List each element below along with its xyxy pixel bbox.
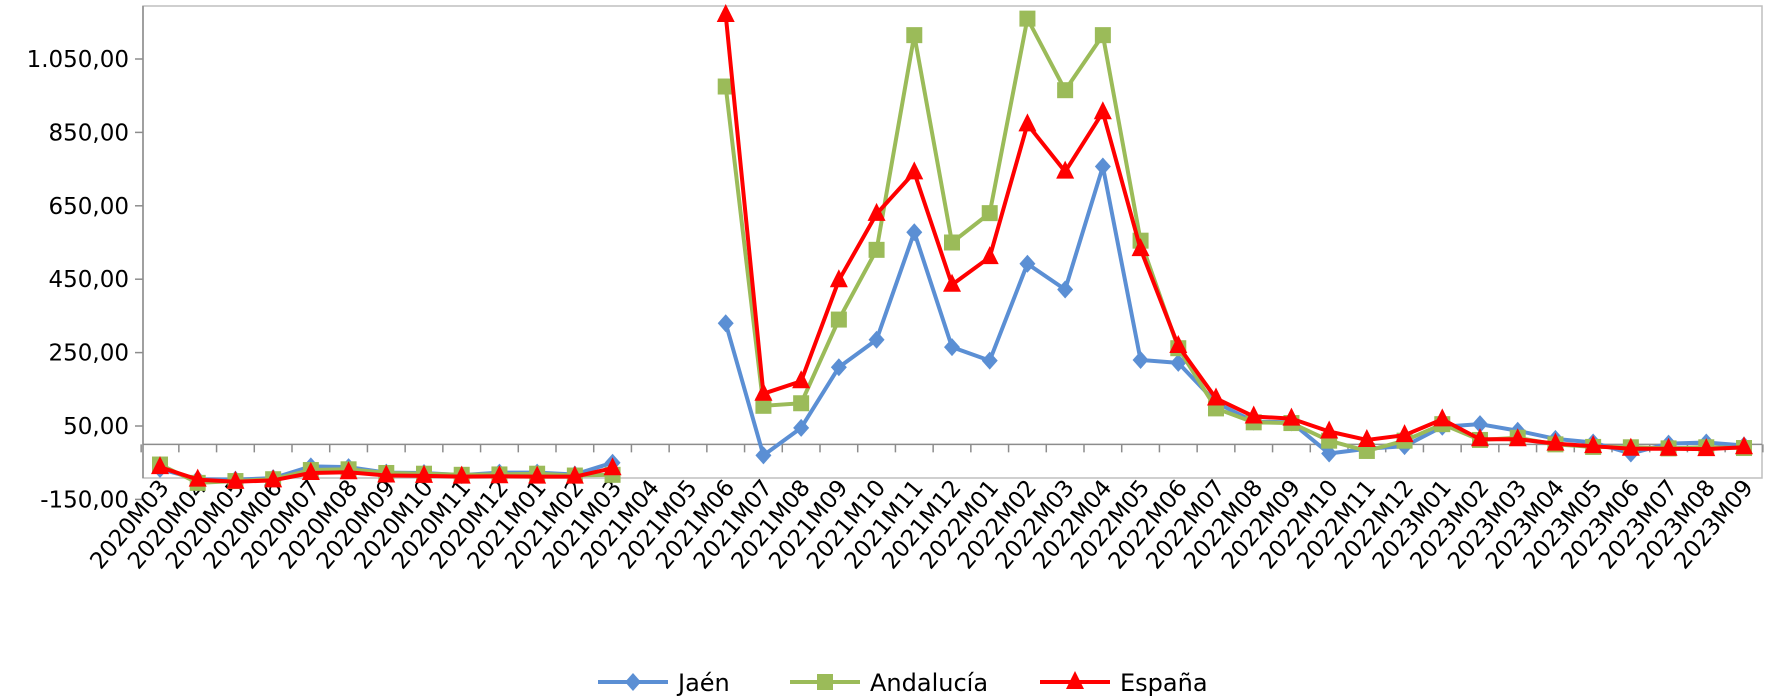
data-point: [528, 465, 547, 484]
legend-label: España: [1120, 669, 1208, 697]
data-point: [981, 205, 998, 222]
series-line: [723, 164, 1745, 458]
data-point: [188, 468, 207, 487]
data-point: [1244, 405, 1263, 424]
data-point: [603, 457, 622, 476]
data-point: [868, 241, 885, 258]
data-point: [1019, 10, 1036, 27]
data-point: [1094, 27, 1111, 44]
data-point: [1132, 350, 1149, 369]
data-point: [793, 418, 810, 437]
data-point: [1395, 424, 1414, 443]
data-point: [830, 311, 847, 328]
data-point: [1093, 101, 1112, 120]
data-point: [944, 338, 960, 357]
series-andalucía: [152, 10, 1752, 491]
data-point: [301, 461, 320, 480]
data-point: [1057, 280, 1074, 299]
series-line: [723, 16, 1745, 453]
data-point: [1735, 436, 1753, 455]
y-tick-label: 1.050,00: [27, 47, 129, 73]
data-point: [981, 351, 998, 370]
data-point: [1621, 437, 1640, 456]
plot-area: [142, 5, 1763, 479]
data-point: [339, 461, 358, 480]
legend-label: Andalucía: [870, 669, 988, 697]
data-point: [1697, 438, 1716, 457]
data-point: [1170, 353, 1187, 372]
data-point: [490, 465, 509, 484]
data-point: [829, 269, 848, 288]
data-point: [754, 382, 773, 401]
data-point: [565, 465, 584, 484]
data-point: [1659, 437, 1678, 456]
data-point: [151, 456, 169, 475]
data-point: [1471, 428, 1489, 447]
series-layer: [151, 3, 1753, 491]
data-point: [1056, 160, 1075, 179]
data-point: [906, 27, 923, 44]
data-point: [264, 469, 283, 488]
legend-marker: [817, 674, 833, 690]
data-point: [716, 3, 735, 22]
data-point: [1282, 407, 1301, 426]
series-españa: [151, 3, 1753, 489]
data-point: [1321, 444, 1338, 463]
data-point: [793, 395, 810, 412]
data-point: [717, 78, 734, 95]
data-point: [1584, 435, 1603, 454]
legend: Jaén Andalucía España: [598, 669, 1208, 697]
legend-label: Jaén: [676, 669, 730, 697]
legend-item: Jaén: [598, 669, 730, 697]
data-point: [830, 358, 847, 377]
data-point: [1169, 334, 1188, 353]
data-point: [868, 330, 885, 349]
legend-item: España: [1040, 669, 1208, 697]
y-tick-label: 250,00: [49, 341, 129, 367]
data-point: [1207, 387, 1225, 406]
y-axis: -150,00 50,00 250,00 450,00 650,00 850,00 1.05…: [27, 47, 143, 513]
data-point: [415, 464, 433, 483]
data-point: [1472, 415, 1488, 434]
legend-item: Andalucía: [790, 669, 988, 697]
data-point: [944, 234, 960, 251]
legend-marker: [1066, 671, 1084, 689]
data-point: [867, 202, 886, 221]
y-tick-label: 50,00: [63, 414, 129, 440]
data-point: [1320, 420, 1339, 439]
y-tick-label: 850,00: [49, 120, 129, 146]
data-point: [755, 446, 772, 465]
y-tick-label: 450,00: [49, 267, 129, 293]
data-point: [1131, 238, 1150, 257]
data-point: [717, 314, 734, 333]
y-tick-label: 650,00: [49, 194, 129, 220]
data-point: [1018, 113, 1037, 132]
data-point: [452, 465, 471, 484]
series-line: [723, 14, 1745, 452]
data-point: [1357, 428, 1376, 447]
data-point: [1094, 157, 1111, 176]
data-point: [1433, 408, 1452, 427]
data-point: [980, 246, 999, 265]
data-point: [1057, 82, 1074, 99]
data-point: [905, 161, 924, 180]
legend-marker: [625, 673, 641, 691]
data-point: [1019, 254, 1036, 273]
y-tick-label: -150,00: [40, 487, 129, 513]
data-point: [906, 223, 923, 242]
data-point: [226, 470, 245, 489]
data-point: [377, 464, 396, 483]
data-point: [943, 273, 961, 292]
data-point: [1546, 432, 1565, 451]
x-axis: 2020M032020M042020M052020M062020M072020M…: [85, 444, 1764, 574]
data-point: [1358, 442, 1375, 459]
data-point: [792, 370, 811, 389]
data-point: [1508, 428, 1527, 447]
data-point: [755, 397, 772, 414]
